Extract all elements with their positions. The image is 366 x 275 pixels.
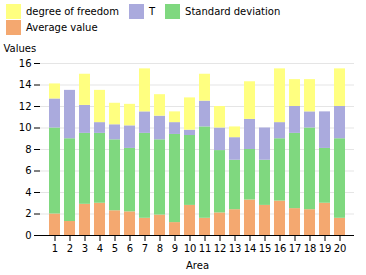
svg-text:10: 10: [19, 122, 32, 133]
svg-text:12: 12: [214, 243, 227, 254]
svg-text:5: 5: [112, 243, 118, 254]
svg-text:8: 8: [157, 243, 163, 254]
html-text:Standard deviation: Standard deviation: [185, 5, 281, 17]
svg-text:15: 15: [259, 243, 272, 254]
svg-text:4: 4: [97, 243, 103, 254]
svg-text:2: 2: [67, 243, 73, 254]
svg-text:16: 16: [19, 58, 32, 69]
svg-text:10: 10: [184, 243, 197, 254]
html-text:degree of freedom: degree of freedom: [26, 5, 119, 17]
svg-text:13: 13: [229, 243, 242, 254]
svg-text:9: 9: [172, 243, 178, 254]
svg-text:14: 14: [244, 243, 257, 254]
svg-text:1: 1: [52, 243, 58, 254]
svg-text:16: 16: [274, 243, 287, 254]
svg-text:0: 0: [25, 230, 31, 241]
svg-text:19: 19: [319, 243, 332, 254]
svg-text:14: 14: [19, 79, 32, 90]
svg-text:18: 18: [304, 243, 317, 254]
svg-text:12: 12: [19, 101, 32, 112]
svg-text:Area: Area: [186, 260, 209, 271]
svg-text:7: 7: [142, 243, 148, 254]
svg-text:6: 6: [25, 165, 31, 176]
svg-text:11: 11: [199, 243, 212, 254]
svg-text:17: 17: [289, 243, 302, 254]
svg-text:6: 6: [127, 243, 133, 254]
svg-text:20: 20: [334, 243, 347, 254]
svg-text:4: 4: [25, 187, 31, 198]
svg-text:8: 8: [25, 144, 31, 155]
svg-text:3: 3: [82, 243, 88, 254]
html-text:T: T: [149, 5, 156, 17]
html-text:Average value: Average value: [26, 22, 98, 34]
svg-text:Values: Values: [4, 43, 37, 54]
svg-text:2: 2: [25, 208, 31, 219]
